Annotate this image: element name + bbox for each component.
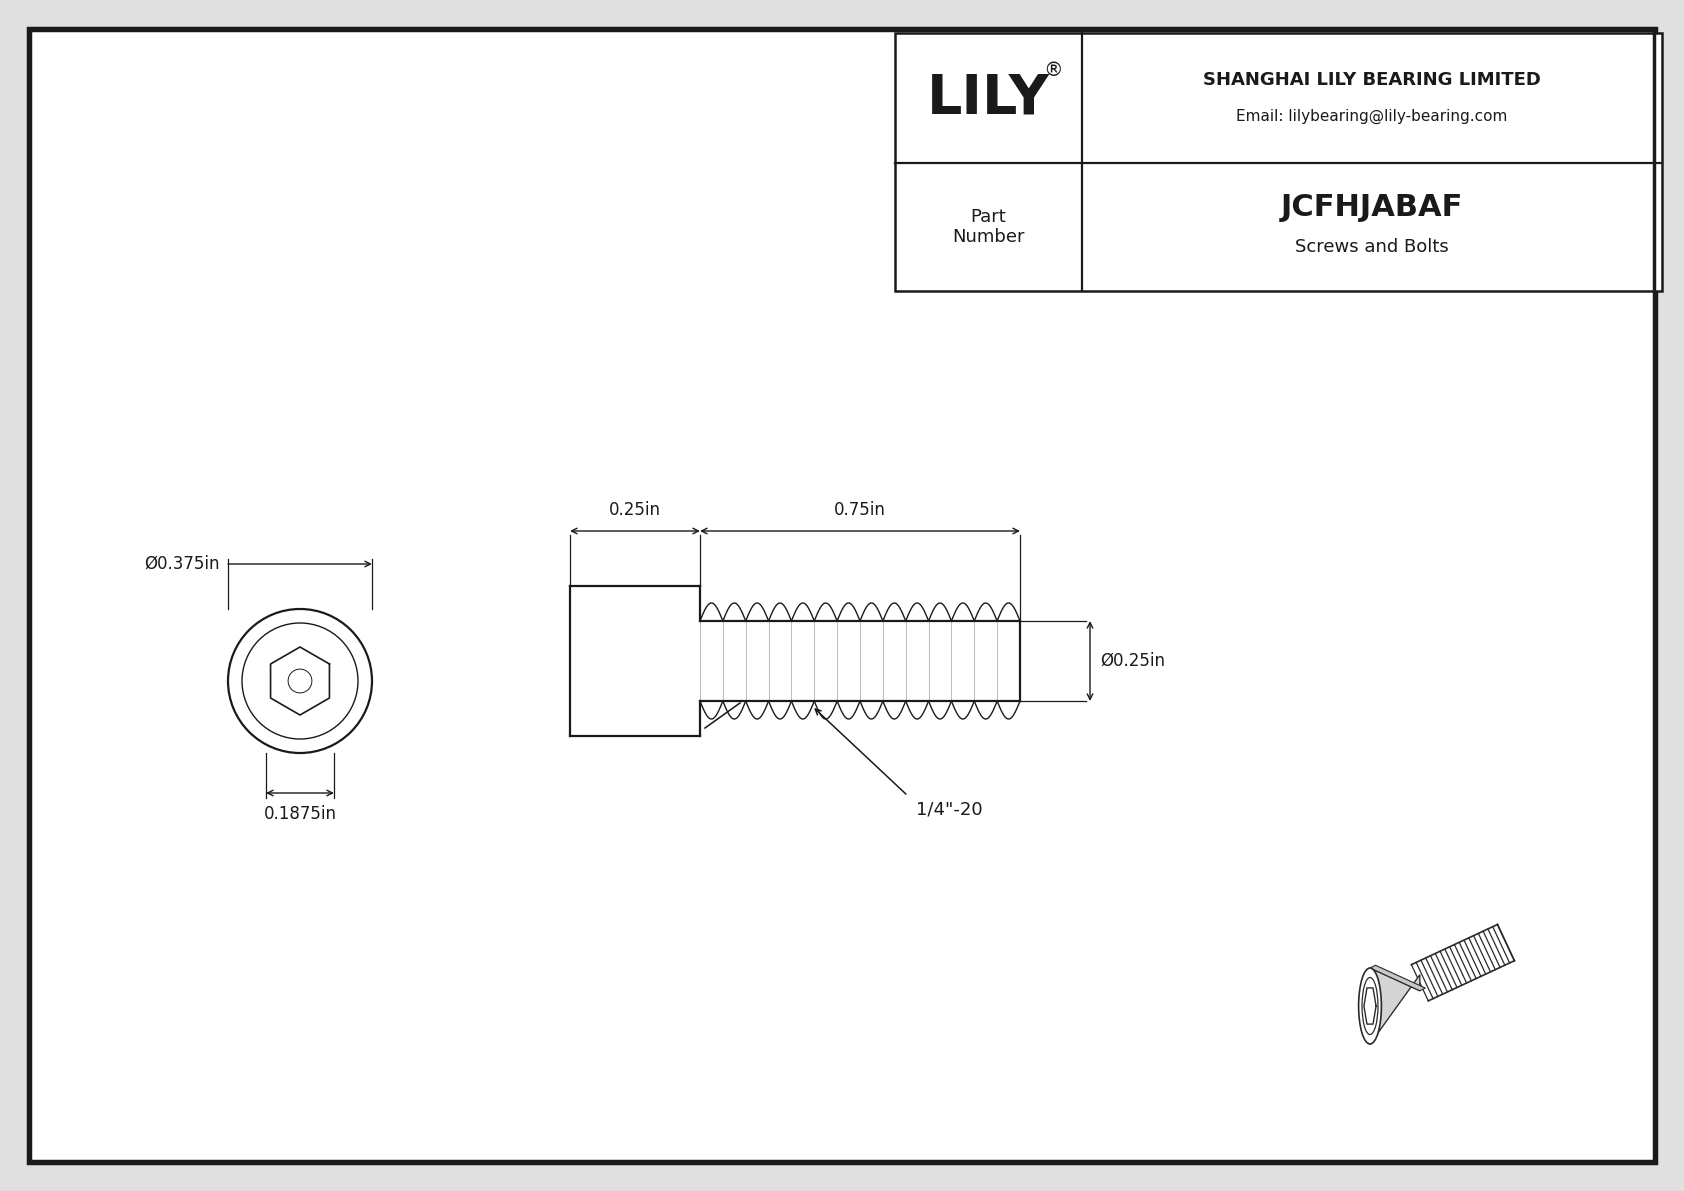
Polygon shape [1371, 965, 1425, 991]
Polygon shape [1371, 968, 1420, 1045]
Text: Part
Number: Part Number [951, 207, 1026, 247]
Circle shape [227, 609, 372, 753]
Text: Email: lilybearing@lily-bearing.com: Email: lilybearing@lily-bearing.com [1236, 108, 1507, 124]
Ellipse shape [1359, 968, 1381, 1045]
Text: 0.1875in: 0.1875in [263, 805, 337, 823]
Text: SHANGHAI LILY BEARING LIMITED: SHANGHAI LILY BEARING LIMITED [1202, 71, 1541, 89]
Bar [569, 586, 701, 736]
Bar [701, 621, 1021, 701]
Text: Ø0.375in: Ø0.375in [145, 555, 221, 573]
Text: Screws and Bolts: Screws and Bolts [1295, 238, 1448, 256]
Text: Ø0.25in: Ø0.25in [1100, 651, 1165, 671]
Text: ®: ® [1044, 61, 1063, 80]
Text: LILY: LILY [928, 71, 1049, 125]
Text: JCFHJABAF: JCFHJABAF [1282, 193, 1463, 222]
Text: 0.25in: 0.25in [610, 501, 662, 519]
Text: 1/4"-20: 1/4"-20 [916, 802, 983, 819]
Bar [894, 33, 1662, 291]
Text: 0.75in: 0.75in [834, 501, 886, 519]
